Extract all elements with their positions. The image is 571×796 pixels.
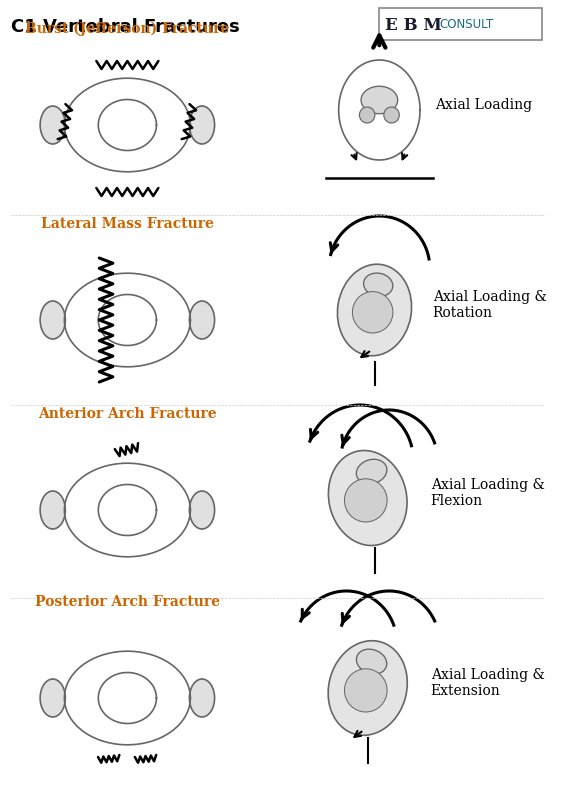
Ellipse shape — [328, 451, 407, 545]
Ellipse shape — [344, 479, 387, 522]
Ellipse shape — [364, 273, 393, 296]
Ellipse shape — [328, 641, 407, 736]
Ellipse shape — [40, 106, 65, 144]
Ellipse shape — [40, 301, 65, 339]
Ellipse shape — [40, 491, 65, 529]
Ellipse shape — [190, 301, 215, 339]
Text: Axial Loading &
Flexion: Axial Loading & Flexion — [431, 478, 545, 508]
Ellipse shape — [352, 291, 393, 333]
Ellipse shape — [40, 679, 65, 717]
Text: E B M: E B M — [385, 17, 442, 33]
FancyBboxPatch shape — [379, 8, 542, 40]
Text: CONSULT: CONSULT — [440, 18, 494, 32]
Text: Anterior Arch Fracture: Anterior Arch Fracture — [38, 407, 216, 421]
Text: Axial Loading: Axial Loading — [436, 98, 533, 112]
Ellipse shape — [337, 264, 412, 356]
Ellipse shape — [356, 459, 387, 484]
Ellipse shape — [361, 86, 397, 114]
Ellipse shape — [384, 107, 399, 123]
Ellipse shape — [190, 679, 215, 717]
Ellipse shape — [359, 107, 375, 123]
Text: Burst (Jefferson) Fracture: Burst (Jefferson) Fracture — [25, 21, 230, 36]
Text: Lateral Mass Fracture: Lateral Mass Fracture — [41, 217, 214, 231]
Text: Posterior Arch Fracture: Posterior Arch Fracture — [35, 595, 220, 609]
Ellipse shape — [190, 106, 215, 144]
Ellipse shape — [356, 650, 387, 674]
Text: C1 Vertebral Fractures: C1 Vertebral Fractures — [11, 18, 240, 36]
Text: Axial Loading &
Rotation: Axial Loading & Rotation — [433, 290, 546, 320]
Ellipse shape — [190, 491, 215, 529]
Ellipse shape — [344, 669, 387, 712]
Text: Axial Loading &
Extension: Axial Loading & Extension — [431, 668, 545, 698]
